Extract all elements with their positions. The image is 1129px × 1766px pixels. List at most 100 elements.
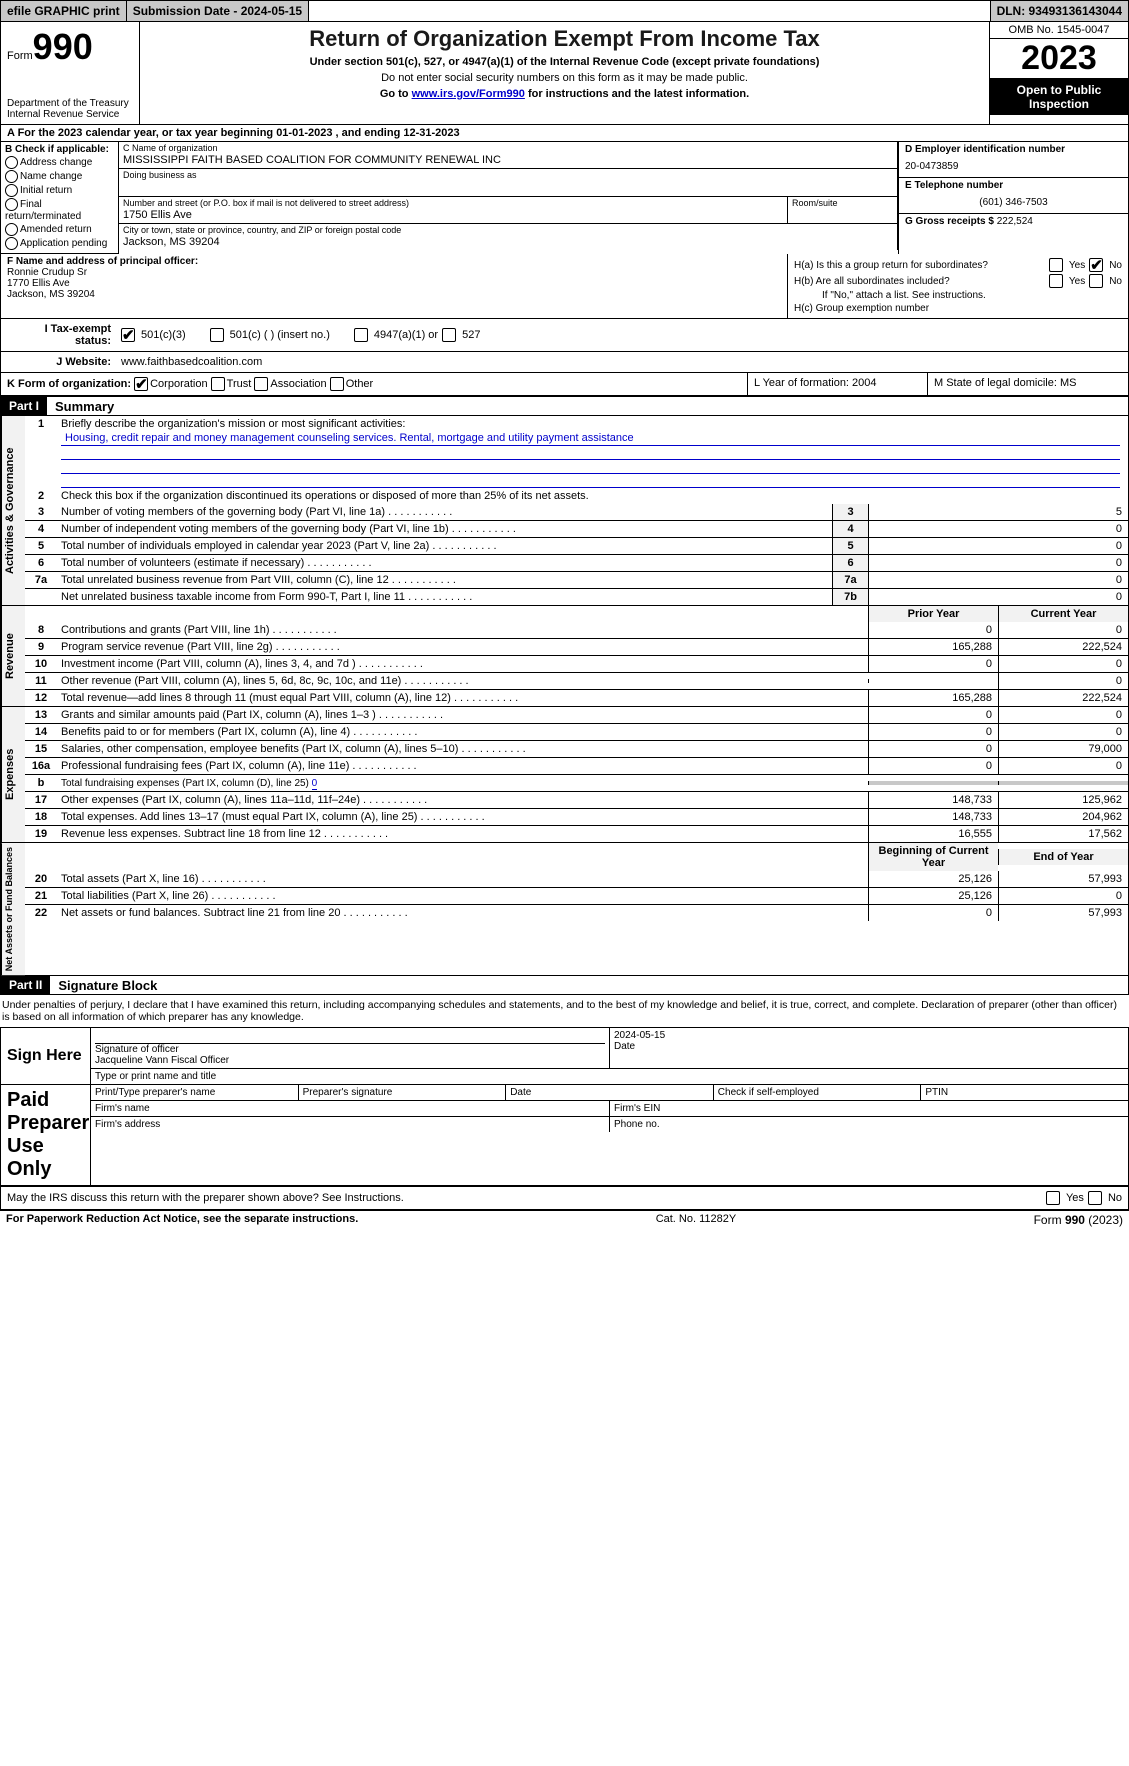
summary-line: 3Number of voting members of the governi… xyxy=(25,504,1128,520)
cb-amended[interactable]: Amended return xyxy=(5,223,114,236)
cb-address-change[interactable]: Address change xyxy=(5,156,114,169)
part2-title: Signature Block xyxy=(50,978,157,993)
firm-phone-lbl: Phone no. xyxy=(610,1117,1128,1132)
part1-header: Part I Summary xyxy=(0,396,1129,416)
discuss-yes[interactable] xyxy=(1046,1191,1060,1205)
expense-line: 15Salaries, other compensation, employee… xyxy=(25,740,1128,757)
section-revenue: Revenue bPrior YearCurrent Year 8Contrib… xyxy=(0,606,1129,707)
part1-title: Summary xyxy=(47,399,114,414)
firm-name-lbl: Firm's name xyxy=(91,1101,610,1116)
prep-sig-lbl: Preparer's signature xyxy=(299,1085,507,1100)
netasset-line: 22Net assets or fund balances. Subtract … xyxy=(25,904,1128,921)
discuss-no[interactable] xyxy=(1088,1191,1102,1205)
dln: DLN: 93493136143044 xyxy=(991,1,1128,21)
ein-lbl: D Employer identification number xyxy=(905,144,1122,155)
k-trust[interactable] xyxy=(211,377,225,391)
cb-app-pending[interactable]: Application pending xyxy=(5,237,114,250)
ptin-lbl: PTIN xyxy=(921,1085,1128,1100)
header-center: Return of Organization Exempt From Incom… xyxy=(140,22,989,125)
mission-blank2 xyxy=(61,460,1120,474)
omb-number: OMB No. 1545-0047 xyxy=(990,22,1128,39)
expense-line: 16aProfessional fundraising fees (Part I… xyxy=(25,757,1128,774)
header-left: Form990 Department of the Treasury Inter… xyxy=(0,22,140,125)
netasset-line: 20Total assets (Part X, line 16)25,12657… xyxy=(25,871,1128,887)
cb-initial-return[interactable]: Initial return xyxy=(5,184,114,197)
box-c: C Name of organization MISSISSIPPI FAITH… xyxy=(119,142,898,254)
tax-year: 2023 xyxy=(990,39,1128,79)
gross-val: 222,524 xyxy=(997,216,1033,227)
org-name: MISSISSIPPI FAITH BASED COALITION FOR CO… xyxy=(119,154,897,168)
firm-addr-lbl: Firm's address xyxy=(91,1117,610,1132)
signature-block: Sign Here Signature of officerJacqueline… xyxy=(0,1027,1129,1187)
self-employed: Check if self-employed xyxy=(714,1085,922,1100)
revenue-line: 11Other revenue (Part VIII, column (A), … xyxy=(25,672,1128,689)
efile-label[interactable]: efile GRAPHIC print xyxy=(1,1,127,21)
box-b: B Check if applicable: Address change Na… xyxy=(1,142,119,254)
ha-yes[interactable] xyxy=(1049,258,1063,272)
phone-val: (601) 346-7503 xyxy=(905,191,1122,208)
k-assoc[interactable] xyxy=(254,377,268,391)
summary-line: 6Total number of volunteers (estimate if… xyxy=(25,554,1128,571)
i-501c3[interactable] xyxy=(121,328,135,342)
sidelabel-exp: Expenses xyxy=(1,707,25,842)
ha-lbl: H(a) Is this a group return for subordin… xyxy=(794,260,1045,271)
c-name-lbl: C Name of organization xyxy=(119,142,897,154)
dept-treasury: Department of the Treasury Internal Reve… xyxy=(7,98,133,120)
box-f: F Name and address of principal officer:… xyxy=(1,254,788,318)
cb-final-return[interactable]: Final return/terminated xyxy=(5,198,114,222)
discuss-text: May the IRS discuss this return with the… xyxy=(7,1192,1042,1204)
room-lbl: Room/suite xyxy=(788,197,897,209)
row-k: K Form of organization: Corporation Trus… xyxy=(0,373,1129,396)
sidelabel-rev: Revenue xyxy=(1,606,25,706)
part2-header: Part II Signature Block xyxy=(0,976,1129,995)
city-lbl: City or town, state or province, country… xyxy=(119,224,897,236)
k-lbl: K Form of organization: xyxy=(7,378,131,390)
irs-link[interactable]: www.irs.gov/Form990 xyxy=(412,88,525,100)
part2-hdr: Part II xyxy=(1,976,50,994)
sig-officer-name: Jacqueline Vann Fiscal Officer xyxy=(95,1055,229,1066)
submission-date: Submission Date - 2024-05-15 xyxy=(127,1,309,21)
begin-year-hdr: Beginning of Current Year xyxy=(868,843,998,871)
footer-mid: Cat. No. 11282Y xyxy=(358,1213,1033,1227)
expense-line: 13Grants and similar amounts paid (Part … xyxy=(25,707,1128,723)
netasset-line: 21Total liabilities (Part X, line 26)25,… xyxy=(25,887,1128,904)
i-501c[interactable] xyxy=(210,328,224,342)
prep-date-lbl: Date xyxy=(506,1085,714,1100)
end-year-hdr: End of Year xyxy=(998,849,1128,865)
top-bar: efile GRAPHIC print Submission Date - 20… xyxy=(0,0,1129,22)
i-4947[interactable] xyxy=(354,328,368,342)
i-527[interactable] xyxy=(442,328,456,342)
hb-yes[interactable] xyxy=(1049,274,1063,288)
header-sub1: Under section 501(c), 527, or 4947(a)(1)… xyxy=(144,56,985,68)
ha-no[interactable] xyxy=(1089,258,1103,272)
website-val[interactable]: www.faithbasedcoalition.com xyxy=(121,356,262,368)
k-corp[interactable] xyxy=(134,377,148,391)
l1-label: Briefly describe the organization's miss… xyxy=(57,416,1128,432)
sidelabel-na: Net Assets or Fund Balances xyxy=(1,843,25,975)
room-val xyxy=(788,209,897,223)
box-l: L Year of formation: 2004 xyxy=(748,373,928,395)
box-m: M State of legal domicile: MS xyxy=(928,373,1128,395)
revenue-line: 8Contributions and grants (Part VIII, li… xyxy=(25,622,1128,638)
part1-hdr: Part I xyxy=(1,397,47,415)
row-i: I Tax-exempt status: 501(c)(3) 501(c) ( … xyxy=(0,319,1129,352)
k-other[interactable] xyxy=(330,377,344,391)
section-ag: Activities & Governance 1Briefly describ… xyxy=(0,416,1129,606)
sig-date-lbl: Date xyxy=(614,1041,635,1052)
l2-label: Check this box if the organization disco… xyxy=(57,488,1128,504)
perjury-statement: Under penalties of perjury, I declare th… xyxy=(0,995,1129,1027)
cb-name-change[interactable]: Name change xyxy=(5,170,114,183)
expense-line: 18Total expenses. Add lines 13–17 (must … xyxy=(25,808,1128,825)
section-expenses: Expenses 13Grants and similar amounts pa… xyxy=(0,707,1129,843)
mission-blank1 xyxy=(61,446,1120,460)
hb-no[interactable] xyxy=(1089,274,1103,288)
sign-here-label: Sign Here xyxy=(1,1028,91,1084)
revenue-line: 9Program service revenue (Part VIII, lin… xyxy=(25,638,1128,655)
hb-note: If "No," attach a list. See instructions… xyxy=(794,290,1122,301)
sub3-post: for instructions and the latest informat… xyxy=(525,88,749,100)
open-inspection: Open to Public Inspection xyxy=(990,79,1128,115)
hc-lbl: H(c) Group exemption number xyxy=(794,303,1122,314)
i-lbl: I Tax-exempt status: xyxy=(7,323,117,347)
summary-line: 4Number of independent voting members of… xyxy=(25,520,1128,537)
box-b-label: B Check if applicable: xyxy=(5,144,114,155)
